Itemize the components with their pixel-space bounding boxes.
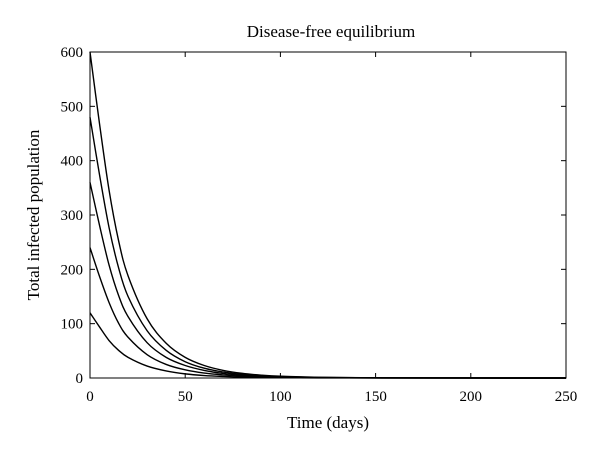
y-tick-label: 100 (61, 317, 84, 333)
plot-frame (89, 51, 567, 379)
x-tick-label: 50 (178, 389, 193, 405)
x-tick-label: 250 (555, 389, 578, 405)
y-tick-label: 0 (76, 371, 84, 387)
y-tick-label: 600 (61, 45, 84, 61)
x-tick-label: 150 (364, 389, 387, 405)
series-line-3 (89, 182, 567, 379)
x-tick-label: 200 (460, 389, 483, 405)
y-tick-label: 200 (61, 262, 84, 278)
y-tick-label: 500 (61, 99, 84, 115)
tick-layer: 0 50 100 150 200 250 0 100 200 300 400 500 600 (61, 45, 578, 405)
y-tick-label: 400 (61, 154, 84, 170)
x-axis-label: Time (days) (287, 413, 369, 432)
series-line-4 (89, 247, 567, 379)
series-line-5 (89, 312, 567, 379)
series-line-1 (89, 51, 567, 379)
x-tick-label: 0 (86, 389, 94, 405)
y-axis-label: Total infected population (24, 129, 43, 300)
y-tick-label: 300 (61, 208, 84, 224)
series-layer (89, 51, 567, 379)
x-tick-label: 100 (269, 389, 292, 405)
chart-title: Disease-free equilibrium (247, 22, 416, 41)
